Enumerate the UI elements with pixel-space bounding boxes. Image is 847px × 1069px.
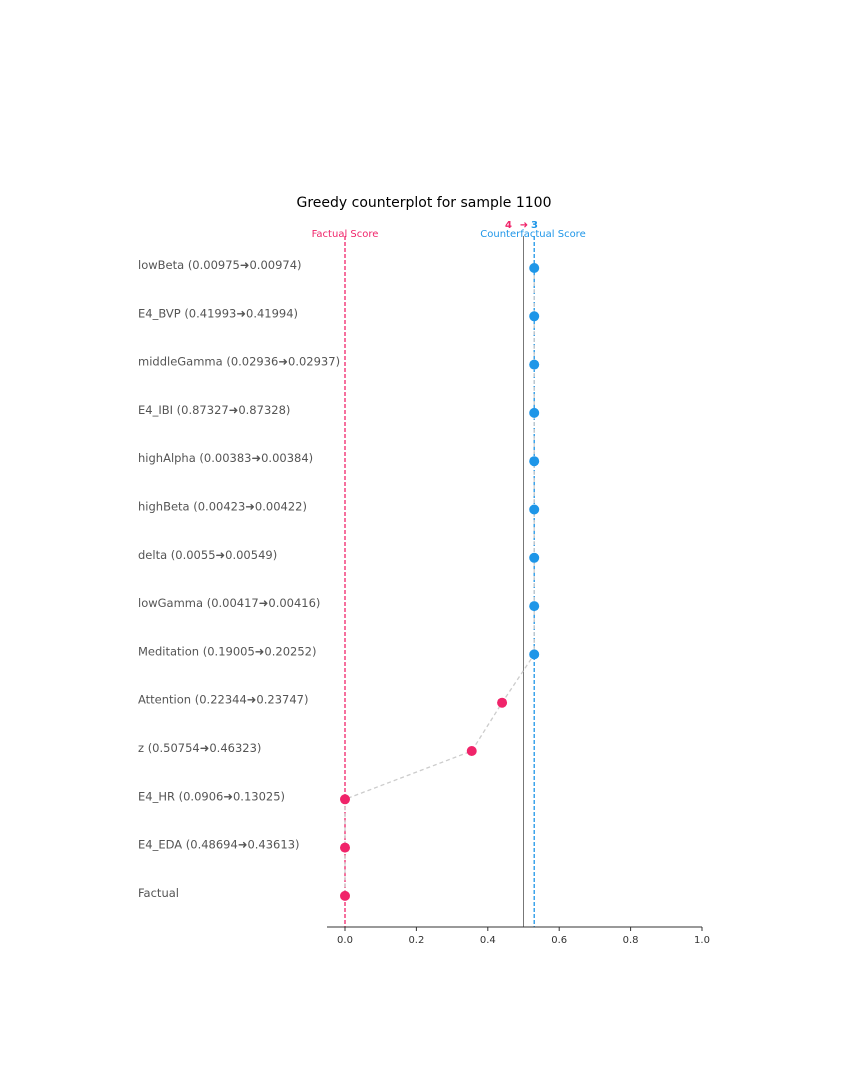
row-label: z (0.50754➜0.46323) [138, 741, 261, 755]
row-labels: lowBeta (0.00975➜0.00974) E4_BVP (0.41993… [138, 258, 340, 900]
row-label: delta (0.0055➜0.00549) [138, 548, 277, 562]
data-point [466, 746, 477, 756]
row-label: lowGamma (0.00417➜0.00416) [138, 596, 320, 610]
data-point [529, 601, 540, 612]
x-axis: 0.0 0.2 0.4 0.6 0.8 1.0 [327, 926, 710, 946]
data-point [529, 649, 540, 660]
data-point [529, 504, 540, 515]
class-from: 4 [505, 220, 512, 231]
data-point [529, 311, 540, 322]
x-tick-label: 0.0 [337, 935, 353, 946]
score-points [340, 263, 540, 901]
reference-lines [344, 236, 535, 927]
class-arrow: ➜ [520, 220, 528, 231]
data-point [529, 456, 540, 467]
row-label: Factual [138, 886, 179, 900]
counterfactual-score-label: Counterfactual Score [480, 229, 585, 240]
data-point [529, 407, 540, 418]
x-tick-label: 0.2 [408, 935, 424, 946]
data-point [529, 359, 540, 370]
row-label: Meditation (0.19005➜0.20252) [138, 644, 316, 658]
chart-title: Greedy counterplot for sample 1100 [297, 195, 552, 211]
x-tick-label: 0.6 [551, 935, 567, 946]
x-tick-label: 0.8 [623, 935, 639, 946]
x-tick-label: 0.4 [480, 935, 496, 946]
row-label: highAlpha (0.00383➜0.00384) [138, 451, 313, 465]
data-point [529, 263, 540, 273]
data-point [340, 842, 350, 853]
data-point [340, 890, 350, 901]
score-path-line [344, 268, 535, 896]
row-label: lowBeta (0.00975➜0.00974) [138, 258, 302, 272]
class-to: 3 [531, 220, 538, 231]
class-change-annotation: 4 ➜ 3 [505, 220, 538, 231]
row-label: E4_EDA (0.48694➜0.43613) [138, 838, 300, 852]
data-point [340, 794, 350, 805]
row-label: highBeta (0.00423➜0.00422) [138, 500, 307, 514]
row-label: middleGamma (0.02936➜0.02937) [138, 355, 340, 369]
score-path [344, 268, 535, 896]
row-label: E4_BVP (0.41993➜0.41994) [138, 306, 298, 320]
data-point [529, 552, 540, 563]
row-label: E4_IBI (0.87327➜0.87328) [138, 403, 290, 417]
factual-score-label: Factual Score [312, 229, 379, 240]
data-point [497, 697, 508, 708]
row-label: Attention (0.22344➜0.23747) [138, 693, 308, 707]
x-tick-label: 1.0 [694, 935, 710, 946]
row-label: E4_HR (0.0906➜0.13025) [138, 789, 285, 803]
